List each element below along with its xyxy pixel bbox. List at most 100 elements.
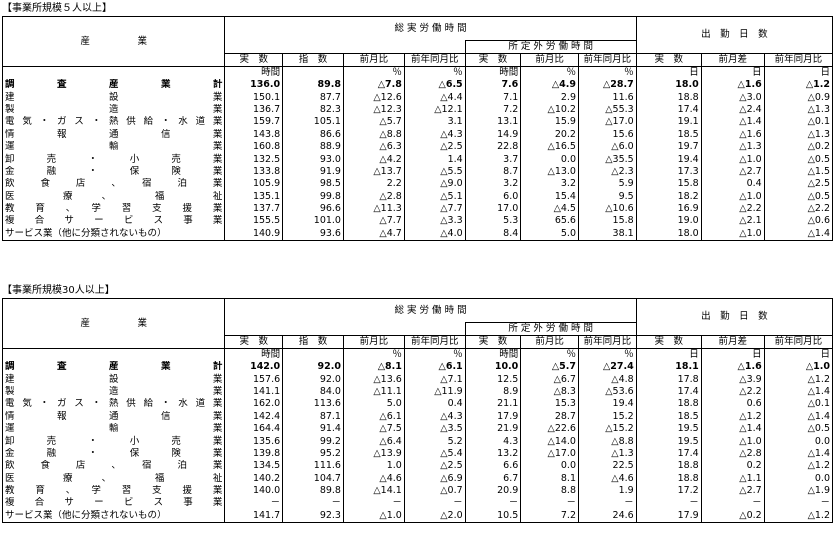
data-cell: 136.7 xyxy=(224,103,283,117)
unit-label: 日 xyxy=(700,66,765,79)
data-cell: 88.9 xyxy=(282,140,344,154)
data-cell: 142.4 xyxy=(224,410,283,423)
data-cell: △7.1 xyxy=(403,373,466,386)
data-cell: 0.4 xyxy=(700,178,765,191)
data-cell: △1.4 xyxy=(763,385,834,399)
unit-label xyxy=(282,348,344,361)
data-cell: 5.0 xyxy=(520,227,579,241)
table-row: 製 造 業 141.1 84.0 △11.1 △11.9 8.9 △8.3 △53.6 17.4… xyxy=(1,385,834,399)
data-cell: 17.8 xyxy=(635,373,702,386)
data-cell: 150.1 xyxy=(224,91,283,104)
data-cell: 160.8 xyxy=(224,140,283,154)
table-row: 建 設 業 150.1 87.7 △12.6 △4.4 7.1 2.9 11.6 18.8 △3.… xyxy=(1,91,834,104)
data-cell: △11.3 xyxy=(342,202,405,216)
data-cell: 18.5 xyxy=(635,410,702,423)
data-cell: △1.6 xyxy=(700,128,765,141)
data-cell: 0.0 xyxy=(520,153,579,166)
data-cell: 28.7 xyxy=(520,410,579,423)
industry-name: 運 輸 業 xyxy=(1,140,226,154)
workdays-header: 出 勤 日 数 xyxy=(635,16,834,54)
data-cell: △11.1 xyxy=(342,385,405,399)
data-cell: － xyxy=(342,497,405,510)
data-cell: － xyxy=(464,497,521,510)
industry-name: 複 合 サ ー ビ ス 事 業 xyxy=(1,215,226,228)
workdays-yoy-header: 前年同月比 xyxy=(763,335,834,349)
data-cell: 87.7 xyxy=(282,91,344,104)
data-cell: △53.6 xyxy=(577,385,637,399)
data-cell: 6.6 xyxy=(464,460,521,473)
data-cell: 2.9 xyxy=(520,91,579,104)
data-cell: △14.1 xyxy=(342,484,405,498)
data-cell: 10.5 xyxy=(464,509,521,523)
table-row: 複 合 サ ー ビ ス 事 業 155.5 101.0 △7.7 △3.3 5.3 65.6… xyxy=(1,215,834,228)
industry-name: 情 報 通 信 業 xyxy=(1,128,226,141)
section-title-5plus: 【事業所規模５人以上】 xyxy=(2,3,112,14)
data-cell: △1.4 xyxy=(700,116,765,129)
actual-header: 実 数 xyxy=(224,335,283,349)
data-cell: △0.5 xyxy=(763,153,834,166)
industry-name: 医 療 、 福 祉 xyxy=(1,190,226,203)
data-cell: 1.0 xyxy=(342,460,405,473)
data-cell: △2.7 xyxy=(700,484,765,498)
data-cell: 5.9 xyxy=(577,178,637,191)
industry-name: 情 報 通 信 業 xyxy=(1,410,226,423)
workdays-header: 出 勤 日 数 xyxy=(635,298,834,336)
data-cell: 99.8 xyxy=(282,190,344,203)
data-cell: △12.3 xyxy=(342,103,405,117)
data-cell: 3.2 xyxy=(520,178,579,191)
table-row: 飲 食 店 、 宿 泊 業 105.9 98.5 2.2 △9.0 3.2 3.2 5.9 15… xyxy=(1,178,834,191)
data-cell: 135.1 xyxy=(224,190,283,203)
industry-name: 教 育 、 学 習 支 援 業 xyxy=(1,484,226,498)
unit-label: ％ xyxy=(577,348,637,361)
unit-label: ％ xyxy=(520,66,579,79)
index-header: 指 数 xyxy=(282,53,344,67)
workdays-mom-diff-header: 前月差 xyxy=(700,335,765,349)
table-row: 情 報 通 信 業 143.8 86.6 △8.8 △4.3 14.9 20.2 15.6 18… xyxy=(1,128,834,141)
data-cell: △6.4 xyxy=(342,435,405,448)
data-cell: △8.1 xyxy=(342,361,405,374)
data-cell: △22.6 xyxy=(520,422,579,436)
data-cell: △55.3 xyxy=(577,103,637,117)
data-cell: 105.9 xyxy=(224,178,283,191)
data-cell: 18.8 xyxy=(635,472,702,485)
data-cell: 19.1 xyxy=(635,116,702,129)
data-cell: 3.2 xyxy=(464,178,521,191)
data-cell: 7.6 xyxy=(464,79,521,92)
data-cell: 162.0 xyxy=(224,398,283,411)
data-cell: 101.0 xyxy=(282,215,344,228)
data-cell: 17.4 xyxy=(635,447,702,461)
data-cell: 18.8 xyxy=(635,398,702,411)
data-cell: 7.1 xyxy=(464,91,521,104)
overtime-yoy-header: 前年同月比 xyxy=(577,335,637,349)
data-cell: 22.5 xyxy=(577,460,637,473)
data-cell: 38.1 xyxy=(577,227,637,241)
data-cell: 0.0 xyxy=(520,460,579,473)
data-cell: 143.8 xyxy=(224,128,283,141)
data-cell: △0.2 xyxy=(763,140,834,154)
unit-label: 時間 xyxy=(464,348,521,361)
workdays-actual-header: 実 数 xyxy=(635,53,702,67)
data-cell: △3.0 xyxy=(700,91,765,104)
data-cell: △1.4 xyxy=(763,447,834,461)
data-cell: △6.1 xyxy=(403,361,466,374)
data-cell: △17.0 xyxy=(577,116,637,129)
data-cell: 113.6 xyxy=(282,398,344,411)
industry-name: 教 育 、 学 習 支 援 業 xyxy=(1,202,226,216)
data-cell: 3.1 xyxy=(403,116,466,129)
unit-label: 時間 xyxy=(464,66,521,79)
data-cell: 0.0 xyxy=(763,472,834,485)
table-row: 医 療 、 福 祉 140.2 104.7 △4.6 △6.9 6.7 8.1 △4.6 18.… xyxy=(1,472,834,485)
data-cell: 13.2 xyxy=(464,447,521,461)
data-cell: 89.8 xyxy=(282,79,344,92)
data-cell: 18.8 xyxy=(635,460,702,473)
data-cell: － xyxy=(282,497,344,510)
data-cell: 159.7 xyxy=(224,116,283,129)
data-cell: △8.8 xyxy=(342,128,405,141)
data-cell: 15.3 xyxy=(520,398,579,411)
data-cell: 19.5 xyxy=(635,435,702,448)
data-cell: 135.6 xyxy=(224,435,283,448)
data-cell: △0.5 xyxy=(763,422,834,436)
data-cell: 18.0 xyxy=(635,79,702,92)
table-row: 運 輸 業 164.4 91.4 △7.5 △3.5 21.9 △22.6 △15.2 19.5… xyxy=(1,422,834,436)
overtime-mom-header: 前月比 xyxy=(520,335,579,349)
